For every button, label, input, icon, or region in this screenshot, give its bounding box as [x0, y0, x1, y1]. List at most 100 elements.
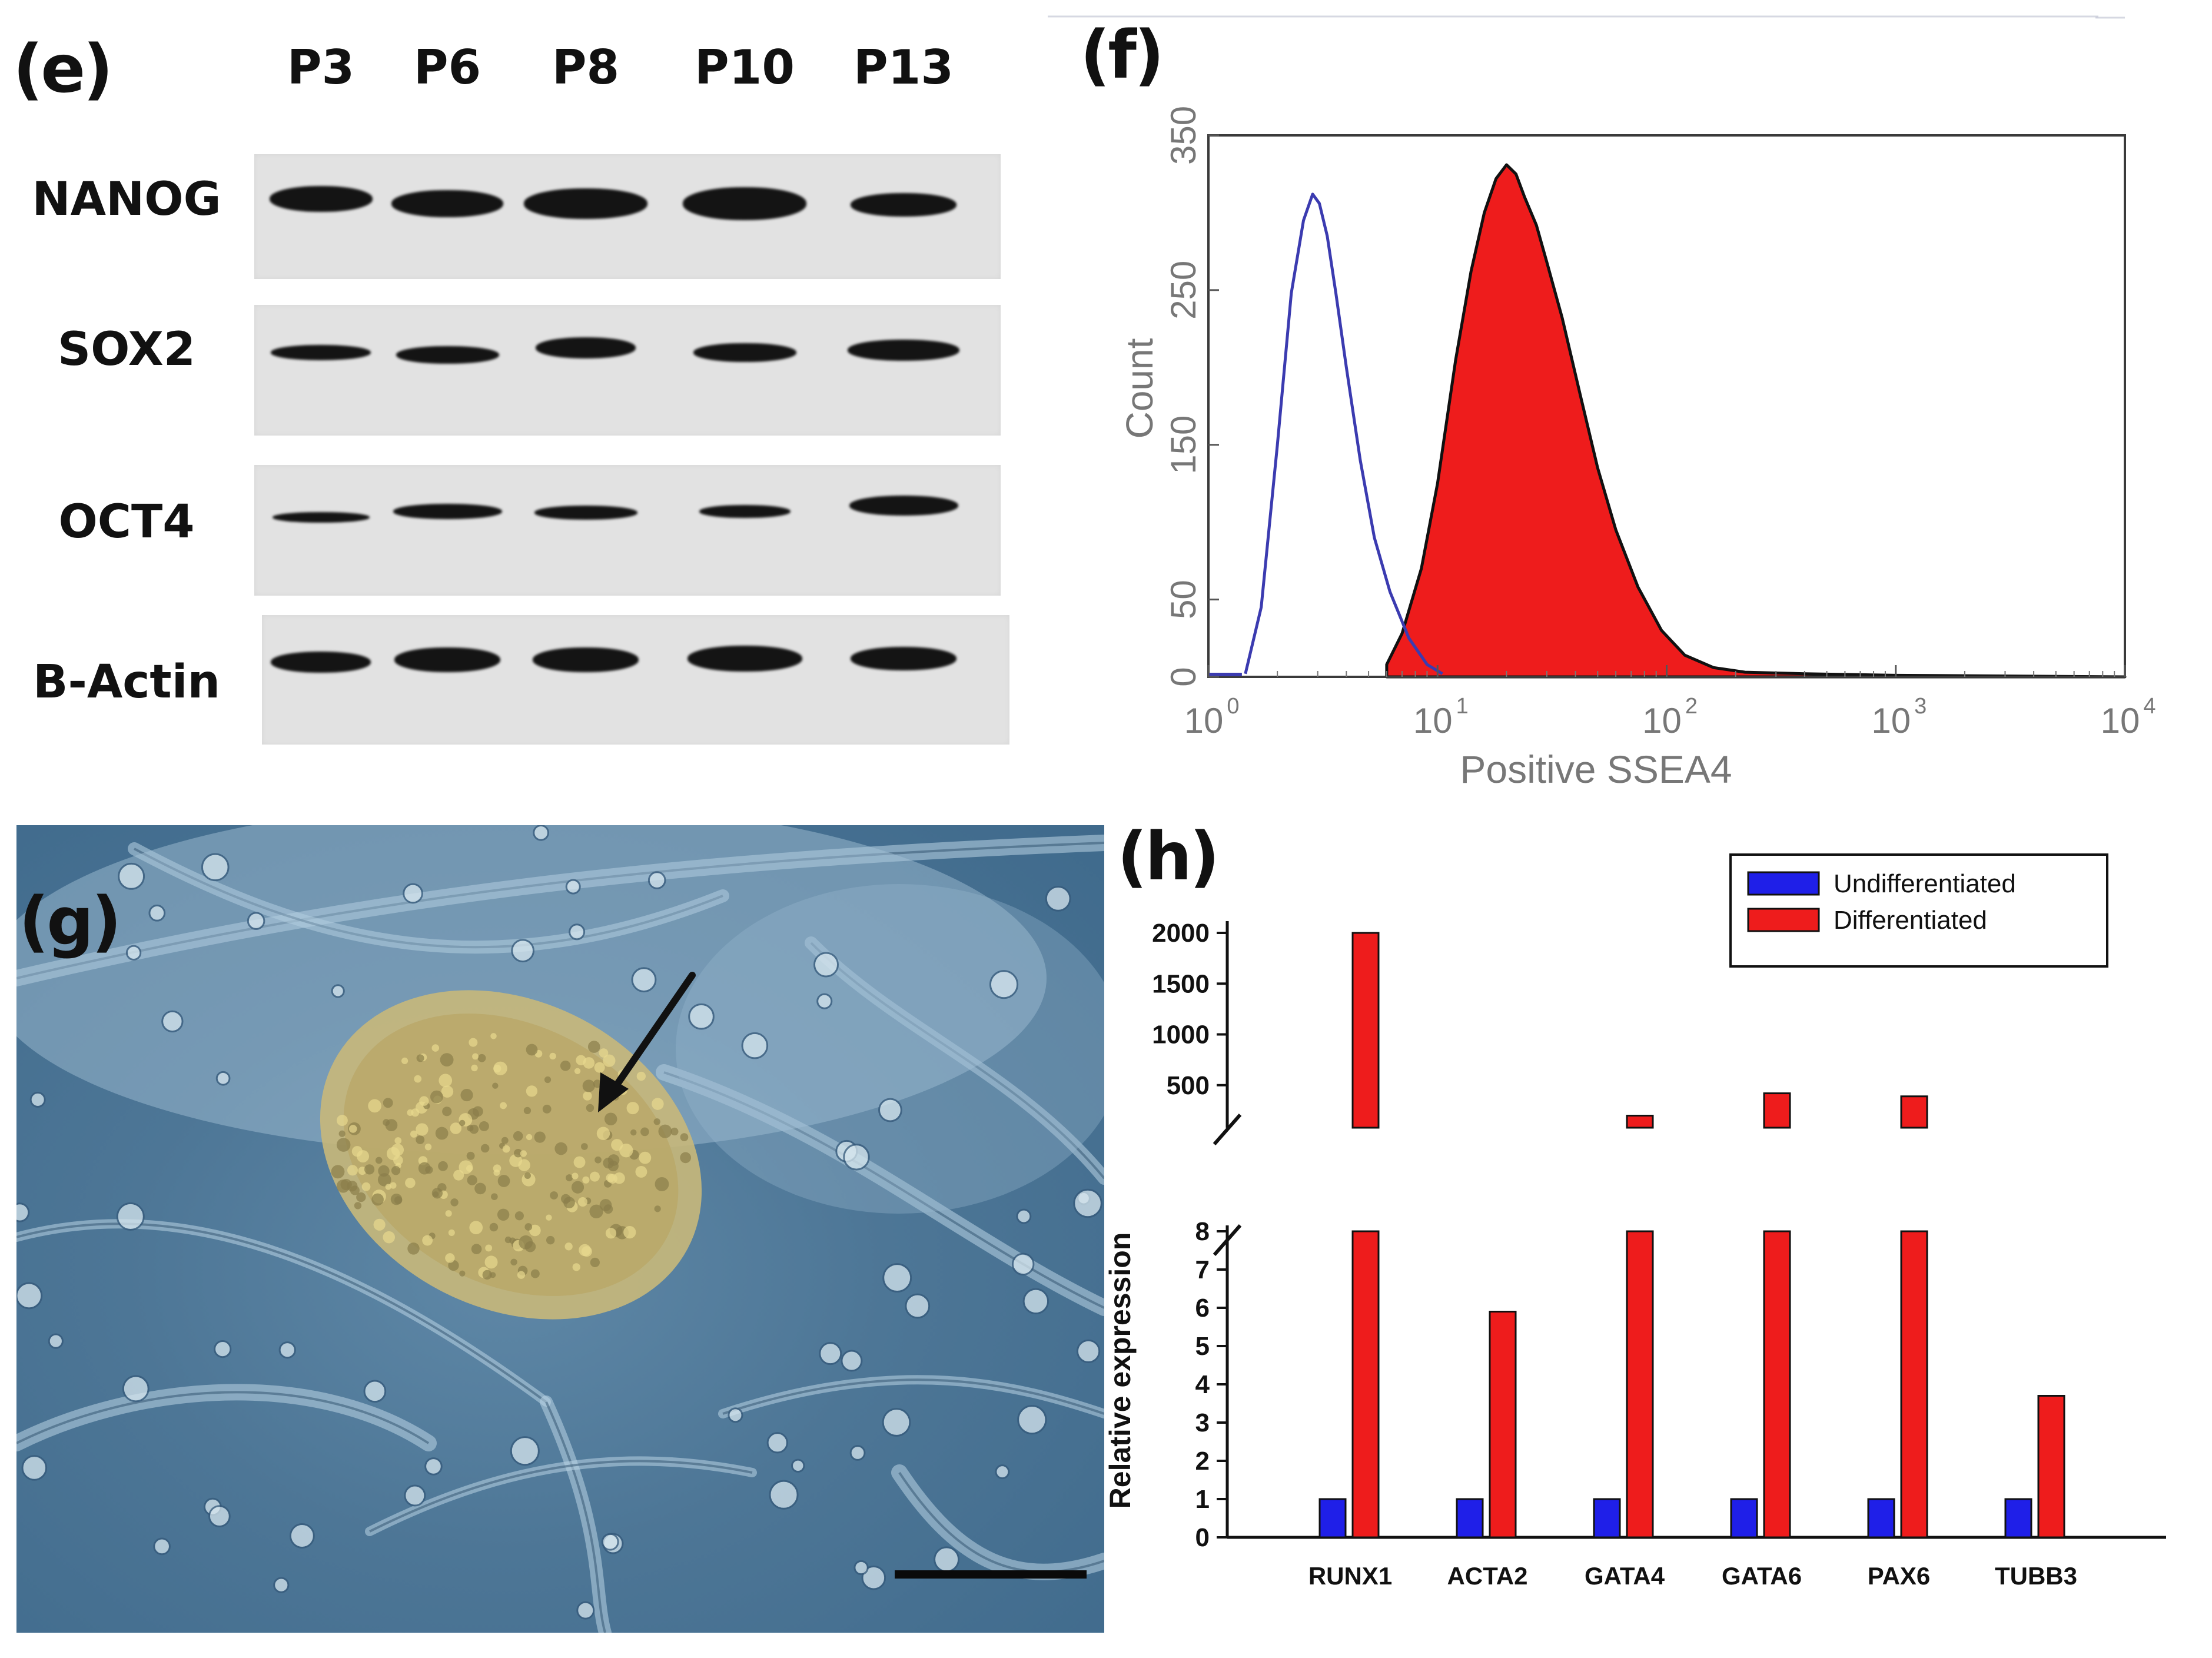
granule	[405, 1178, 416, 1188]
round-cell	[882, 1263, 912, 1293]
round-cell	[161, 1010, 184, 1033]
granule	[563, 1197, 575, 1208]
granule	[577, 1197, 587, 1207]
y-tick-label: 2000	[1152, 919, 1210, 948]
bar-differentiated-acta2	[1489, 1311, 1517, 1539]
x-tick-exponent: 1	[1456, 694, 1469, 719]
granule	[459, 1270, 466, 1277]
granule	[348, 1125, 357, 1133]
x-tick-label: 10	[2101, 701, 2140, 740]
granule	[658, 1124, 672, 1138]
granule	[526, 1044, 538, 1056]
y-tick-label: 350	[1164, 106, 1203, 165]
granule	[347, 1165, 358, 1176]
granule	[655, 1177, 669, 1191]
lane-label-p3: P3	[287, 40, 355, 95]
granule	[354, 1202, 362, 1210]
round-cell	[153, 1537, 171, 1556]
round-cell	[201, 853, 230, 882]
scale-bar	[895, 1570, 1087, 1579]
granule	[425, 1166, 433, 1174]
granule	[640, 1127, 649, 1137]
bar-differentiated-upper-gata4	[1626, 1115, 1654, 1129]
granule	[589, 1171, 600, 1182]
granule	[492, 1082, 499, 1089]
granule	[338, 1130, 346, 1137]
granule	[519, 1235, 533, 1250]
granule	[546, 1235, 555, 1245]
granule	[590, 1257, 600, 1268]
round-cell	[569, 923, 586, 941]
bar-undifferentiated-tubb3	[2004, 1498, 2032, 1539]
granule	[497, 1175, 510, 1187]
granule	[466, 1165, 473, 1172]
x-tick-label: 10	[1871, 701, 1911, 740]
granule	[482, 1270, 492, 1280]
phase-contrast-micrograph	[16, 825, 1104, 1633]
round-cell	[816, 993, 833, 1009]
granule	[364, 1164, 375, 1175]
granule	[670, 1127, 679, 1136]
panel-label-f: (f)	[1080, 17, 1164, 94]
x-tick-exponent: 4	[2143, 694, 2155, 719]
granule	[438, 1161, 448, 1171]
granule	[361, 1182, 371, 1191]
y-axis-label: Relative expression	[1104, 1232, 1137, 1509]
blot-strip-b-actin	[262, 615, 1009, 745]
granule	[526, 1085, 538, 1097]
lane-label-p13: P13	[853, 40, 954, 95]
y-tick-label: 1000	[1152, 1021, 1210, 1049]
granule	[445, 1210, 452, 1217]
round-cell	[208, 1505, 231, 1527]
bar-differentiated-upper-runx1	[1351, 932, 1380, 1129]
y-tick-label: 1500	[1152, 969, 1210, 998]
y-axis-label: Count	[1118, 338, 1161, 438]
granule	[390, 1182, 397, 1189]
band-nanog-p10	[683, 187, 806, 220]
granule	[471, 1064, 478, 1072]
round-cell	[215, 1071, 231, 1086]
round-cell	[1076, 1339, 1101, 1363]
band-sox2-p10	[693, 343, 796, 362]
relative-expression-bar-chart: 0 1 2 3 4 5 6 7 8 500 1000 1500 2000 Relative express…	[1104, 853, 2166, 1590]
granule	[501, 1137, 509, 1144]
granule	[445, 1253, 455, 1263]
granule	[500, 1102, 507, 1109]
blot-strip-sox2	[254, 305, 1001, 436]
round-cell	[791, 1458, 805, 1473]
y-tick-label: 0	[1164, 667, 1203, 686]
y-tick-label: 6	[1195, 1294, 1210, 1323]
lane-label-p8: P8	[552, 40, 620, 95]
panel-label-e: (e)	[13, 31, 113, 108]
granule	[514, 1149, 523, 1158]
round-cell	[995, 1464, 1010, 1480]
granule	[582, 1176, 590, 1184]
round-cell	[424, 1457, 443, 1476]
granule	[416, 1135, 425, 1144]
x-tick-exponent: 2	[1685, 694, 1698, 719]
granule	[485, 1244, 493, 1252]
granule	[466, 1151, 475, 1160]
bar-undifferentiated-gata6	[1730, 1498, 1758, 1539]
y-tick-label: 5	[1195, 1332, 1210, 1361]
granule	[431, 1044, 440, 1052]
granule	[419, 1096, 429, 1106]
round-cell	[565, 879, 581, 895]
y-tick-label: 250	[1164, 261, 1203, 320]
granule	[459, 1119, 466, 1127]
granule	[385, 1184, 391, 1190]
axis-break-mark	[1213, 1224, 1242, 1256]
granule	[441, 1085, 454, 1098]
x-tick-exponent: 0	[1227, 694, 1239, 719]
granule	[394, 1137, 402, 1144]
granule	[373, 1218, 386, 1231]
legend-label-differentiated: Differentiated	[1834, 906, 1987, 935]
round-cell	[1045, 885, 1071, 912]
granule	[639, 1151, 652, 1164]
granule	[604, 1112, 617, 1126]
granule	[356, 1192, 366, 1202]
band-nanog-p13	[851, 193, 956, 217]
band-b-actin-p10	[687, 646, 802, 672]
round-cell	[122, 1375, 150, 1403]
granule	[582, 1079, 595, 1092]
